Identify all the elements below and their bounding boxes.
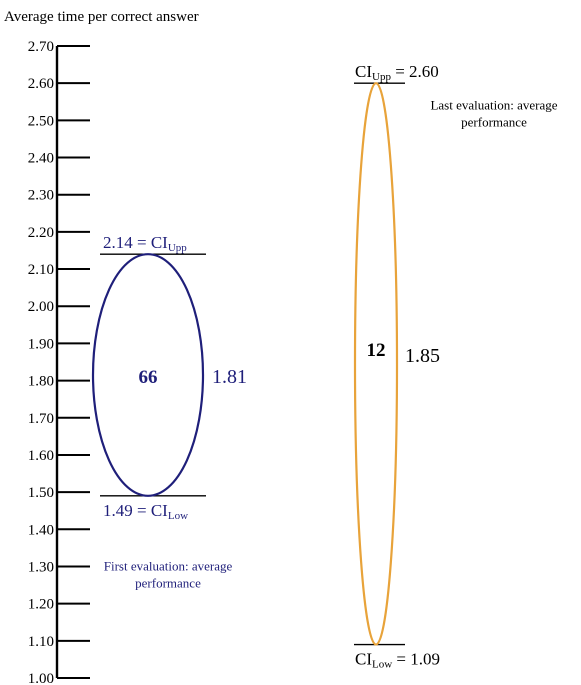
- ci-lower-text: 1.49 = CI: [103, 501, 168, 520]
- y-tick-label: 1.40: [28, 522, 54, 538]
- y-axis: 1.00 1.10 1.20 1.30 1.40 1.50 1.60 1.70 1.80 1.90…: [28, 39, 90, 685]
- y-tick-label: 1.90: [28, 336, 54, 352]
- ci-lower-value: = 1.09: [392, 650, 440, 669]
- series-last-evaluation: 12 1.85 CIUpp = 2.60 CILow = 1.09 Last e…: [353, 62, 558, 671]
- y-tick-label: 1.20: [28, 597, 54, 613]
- ci-upper-text: 2.14 = CI: [103, 233, 168, 252]
- ci-upper-label: 2.14 = CIUpp: [103, 233, 187, 254]
- y-tick-label: 1.30: [28, 559, 54, 575]
- y-tick-label: 2.40: [28, 151, 54, 167]
- y-tick-label: 1.70: [28, 411, 54, 427]
- ci-lower-subscript: Low: [372, 659, 392, 671]
- y-tick-label: 1.60: [28, 448, 54, 464]
- ci-lower-label: CILow = 1.09: [355, 650, 440, 671]
- confidence-ellipse: [353, 82, 399, 646]
- series-first-evaluation: 66 1.81 2.14 = CIUpp 1.49 = CILow First …: [91, 233, 247, 590]
- ci-lower-subscript: Low: [168, 510, 188, 522]
- mean-label: 1.85: [405, 345, 440, 367]
- sample-count-label: 12: [367, 340, 386, 361]
- y-tick-label: 2.30: [28, 188, 54, 204]
- confidence-ellipse: [91, 253, 205, 497]
- y-tick-label: 2.70: [28, 39, 54, 55]
- chart-title: Average time per correct answer: [4, 9, 199, 25]
- caption-line-2: performance: [461, 114, 527, 129]
- y-tick-label: 2.20: [28, 225, 54, 241]
- mean-label: 1.81: [212, 366, 247, 388]
- y-tick-label: 1.80: [28, 374, 54, 390]
- ci-upper-subscript: Upp: [372, 71, 391, 83]
- caption-line-1: First evaluation: average: [104, 558, 233, 573]
- ci-upper-text: CI: [355, 62, 372, 81]
- ci-lower-text: CI: [355, 650, 372, 669]
- y-tick-label: 1.10: [28, 634, 54, 650]
- ci-lower-label: 1.49 = CILow: [103, 501, 188, 522]
- sample-count-label: 66: [139, 367, 158, 388]
- y-tick-label: 2.60: [28, 76, 54, 92]
- caption-line-2: performance: [135, 575, 201, 590]
- ci-upper-value: = 2.60: [391, 62, 439, 81]
- ci-upper-label: CIUpp = 2.60: [355, 62, 439, 83]
- y-tick-label: 2.50: [28, 113, 54, 129]
- y-tick-label: 1.50: [28, 485, 54, 501]
- y-tick-label: 2.00: [28, 299, 54, 315]
- y-tick-label: 1.00: [28, 671, 54, 685]
- ci-upper-subscript: Upp: [168, 242, 187, 254]
- caption-line-1: Last evaluation: average: [430, 97, 557, 112]
- y-tick-label: 2.10: [28, 262, 54, 278]
